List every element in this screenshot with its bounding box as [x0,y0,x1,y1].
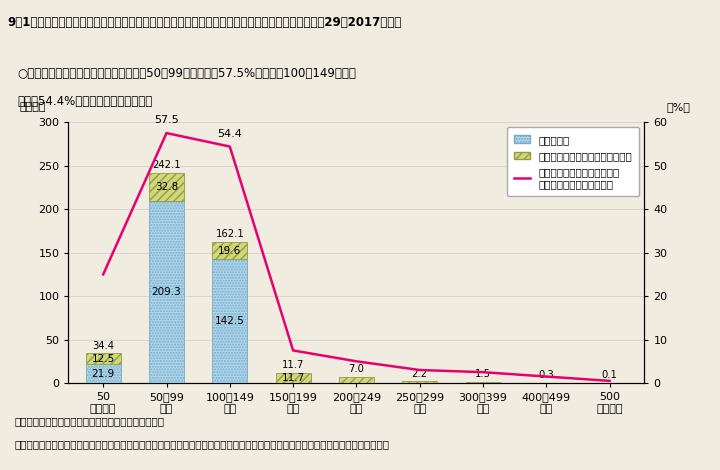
Text: 11.7: 11.7 [282,373,305,383]
Text: 1.5: 1.5 [475,369,491,379]
Bar [466,382,500,383]
Text: ２．「収入を一定の金額以下に抑えるために就業時間や日数を調整しますか」との問に対する「している」との回答を集計。: ２．「収入を一定の金額以下に抑えるために就業時間や日数を調整しますか」との問に対… [14,439,390,449]
Bar [402,381,437,383]
Text: 19.6: 19.6 [218,246,241,256]
Bar [86,353,121,364]
Text: 142.5: 142.5 [215,316,245,326]
Bar [149,201,184,383]
Text: 209.3: 209.3 [152,287,181,297]
Text: 12.5: 12.5 [91,353,114,364]
Text: 者の54.4%が就業調整をしている。: 者の54.4%が就業調整をしている。 [18,95,153,108]
Text: 11.7: 11.7 [282,360,305,370]
Text: 162.1: 162.1 [215,229,244,240]
Text: 32.8: 32.8 [155,182,178,192]
Bar [212,242,247,259]
Bar [86,364,121,383]
Text: 0.1: 0.1 [602,370,618,380]
Text: （%）: （%） [667,102,690,112]
Text: 57.5: 57.5 [154,115,179,125]
Bar [212,259,247,383]
Legend: 配偶者あり, 配偶者なし（配偶関係不詳含む）, 就業調整している女性の割合
（配偶者あり）（右目盛）: 配偶者あり, 配偶者なし（配偶関係不詳含む）, 就業調整している女性の割合 （配… [507,127,639,196]
Text: 7.0: 7.0 [348,364,364,374]
Text: ○有配偶の非正規雇用女性では、所得が50〜99万円の者の57.5%、所得が100〜149万円の: ○有配偶の非正規雇用女性では、所得が50〜99万円の者の57.5%、所得が100… [18,67,356,80]
Bar [339,377,374,383]
Text: （万人）: （万人） [19,102,46,112]
Text: 9－1図　就業調整をしている非正規雇用労働者の女性の数・割合（配偶関係、所得階級別）（平成29（2017）年）: 9－1図 就業調整をしている非正規雇用労働者の女性の数・割合（配偶関係、所得階級… [7,16,402,29]
Bar [276,373,310,383]
Bar [149,172,184,201]
Text: 2.2: 2.2 [412,368,428,378]
Text: 242.1: 242.1 [152,160,181,170]
Text: 34.4: 34.4 [92,341,114,351]
Text: 21.9: 21.9 [91,368,114,378]
Text: （備考）１．総務省「就業構造基本調査」より作成。: （備考）１．総務省「就業構造基本調査」より作成。 [14,416,164,426]
Text: 0.3: 0.3 [539,370,554,380]
Text: 54.4: 54.4 [217,129,242,139]
